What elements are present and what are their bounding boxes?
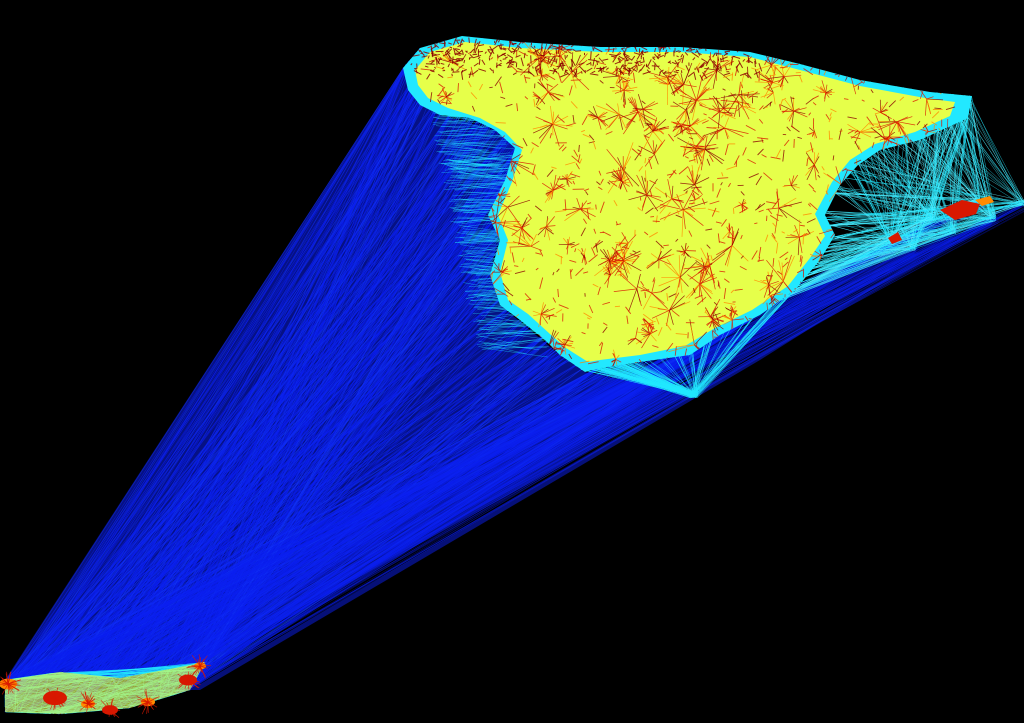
canary-islands-region [0,654,212,718]
mid-edge-layer [4,61,1024,715]
east-fan-underlay [190,200,1020,690]
mainland-interior [415,42,955,362]
mainland-region [403,36,972,372]
balearic-islands-region [888,196,994,244]
mallorca-island [940,200,980,220]
ibiza-island [888,232,902,244]
fan-underlay [5,68,690,680]
long-edge-layer [4,36,1024,715]
menorca-island [975,196,994,206]
